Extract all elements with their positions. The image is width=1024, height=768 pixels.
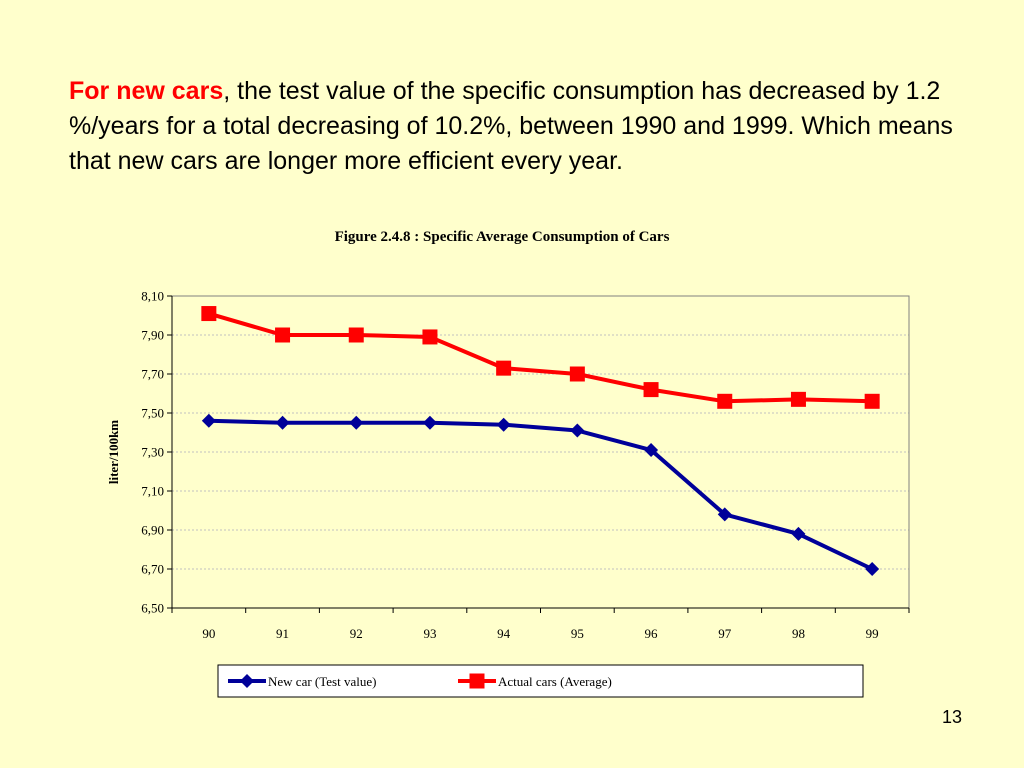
y-tick-label: 7,30 bbox=[141, 445, 164, 460]
data-point bbox=[791, 526, 806, 541]
chart-series bbox=[201, 306, 880, 576]
x-tick-label: 90 bbox=[202, 626, 215, 641]
legend-marker bbox=[240, 674, 254, 688]
intro-text: , the test value of the specific consump… bbox=[69, 77, 953, 175]
y-tick-label: 6,90 bbox=[141, 523, 164, 538]
data-point bbox=[201, 413, 216, 428]
x-tick-label: 92 bbox=[350, 626, 363, 641]
data-point bbox=[496, 360, 512, 376]
page-number: 13 bbox=[941, 707, 962, 727]
y-tick-label: 6,50 bbox=[141, 601, 164, 616]
data-point bbox=[865, 562, 880, 576]
legend-label: Actual cars (Average) bbox=[498, 674, 612, 689]
x-tick-label: 96 bbox=[645, 626, 659, 641]
series-line bbox=[208, 418, 874, 571]
intro-highlight: For new cars bbox=[69, 77, 224, 105]
chart-axes: 6,50 6,70 6,90 7,10 7,30 7,50 7,70 7,90 8,10 90 91… bbox=[141, 289, 910, 641]
data-point bbox=[570, 423, 585, 438]
data-point bbox=[349, 415, 364, 430]
chart-title: Figure 2.4.8 : Specific Average Consumpt… bbox=[334, 229, 670, 245]
x-tick-label: 95 bbox=[571, 626, 584, 641]
data-point bbox=[422, 329, 438, 345]
legend-label: New car (Test value) bbox=[268, 674, 376, 689]
chart-legend: New car (Test value) Actual cars (Average… bbox=[228, 673, 612, 689]
y-tick-label: 7,50 bbox=[141, 406, 164, 421]
data-point bbox=[717, 393, 733, 409]
data-point bbox=[644, 443, 659, 458]
series-2 bbox=[201, 306, 880, 409]
data-point bbox=[201, 306, 217, 322]
y-tick-label: 7,70 bbox=[141, 367, 164, 382]
data-point bbox=[275, 415, 290, 430]
x-tick-label: 99 bbox=[866, 626, 879, 641]
x-tick-label: 93 bbox=[423, 626, 436, 641]
x-tick-label: 97 bbox=[718, 626, 732, 641]
series-line bbox=[208, 311, 873, 404]
legend-box bbox=[217, 664, 864, 698]
data-point bbox=[643, 382, 659, 398]
chart-grid bbox=[172, 334, 909, 570]
x-tick-label: 91 bbox=[276, 626, 289, 641]
y-tick-label: 7,90 bbox=[141, 328, 164, 343]
data-point bbox=[348, 327, 364, 343]
legend-marker bbox=[469, 673, 485, 689]
data-point bbox=[790, 391, 806, 407]
data-point bbox=[422, 415, 437, 430]
y-tick-label: 6,70 bbox=[141, 562, 164, 577]
y-tick-label: 7,10 bbox=[141, 484, 164, 499]
x-tick-label: 98 bbox=[792, 626, 805, 641]
data-point bbox=[569, 366, 585, 382]
intro-paragraph: For new cars, the test value of the spec… bbox=[69, 74, 999, 179]
data-point bbox=[496, 417, 511, 432]
series-1 bbox=[201, 413, 880, 576]
data-point bbox=[864, 393, 880, 409]
data-point bbox=[717, 507, 732, 522]
x-tick-label: 94 bbox=[497, 626, 511, 641]
data-point bbox=[275, 327, 291, 343]
y-axis-label: liter/100km bbox=[106, 420, 121, 484]
y-tick-label: 8,10 bbox=[141, 289, 164, 304]
